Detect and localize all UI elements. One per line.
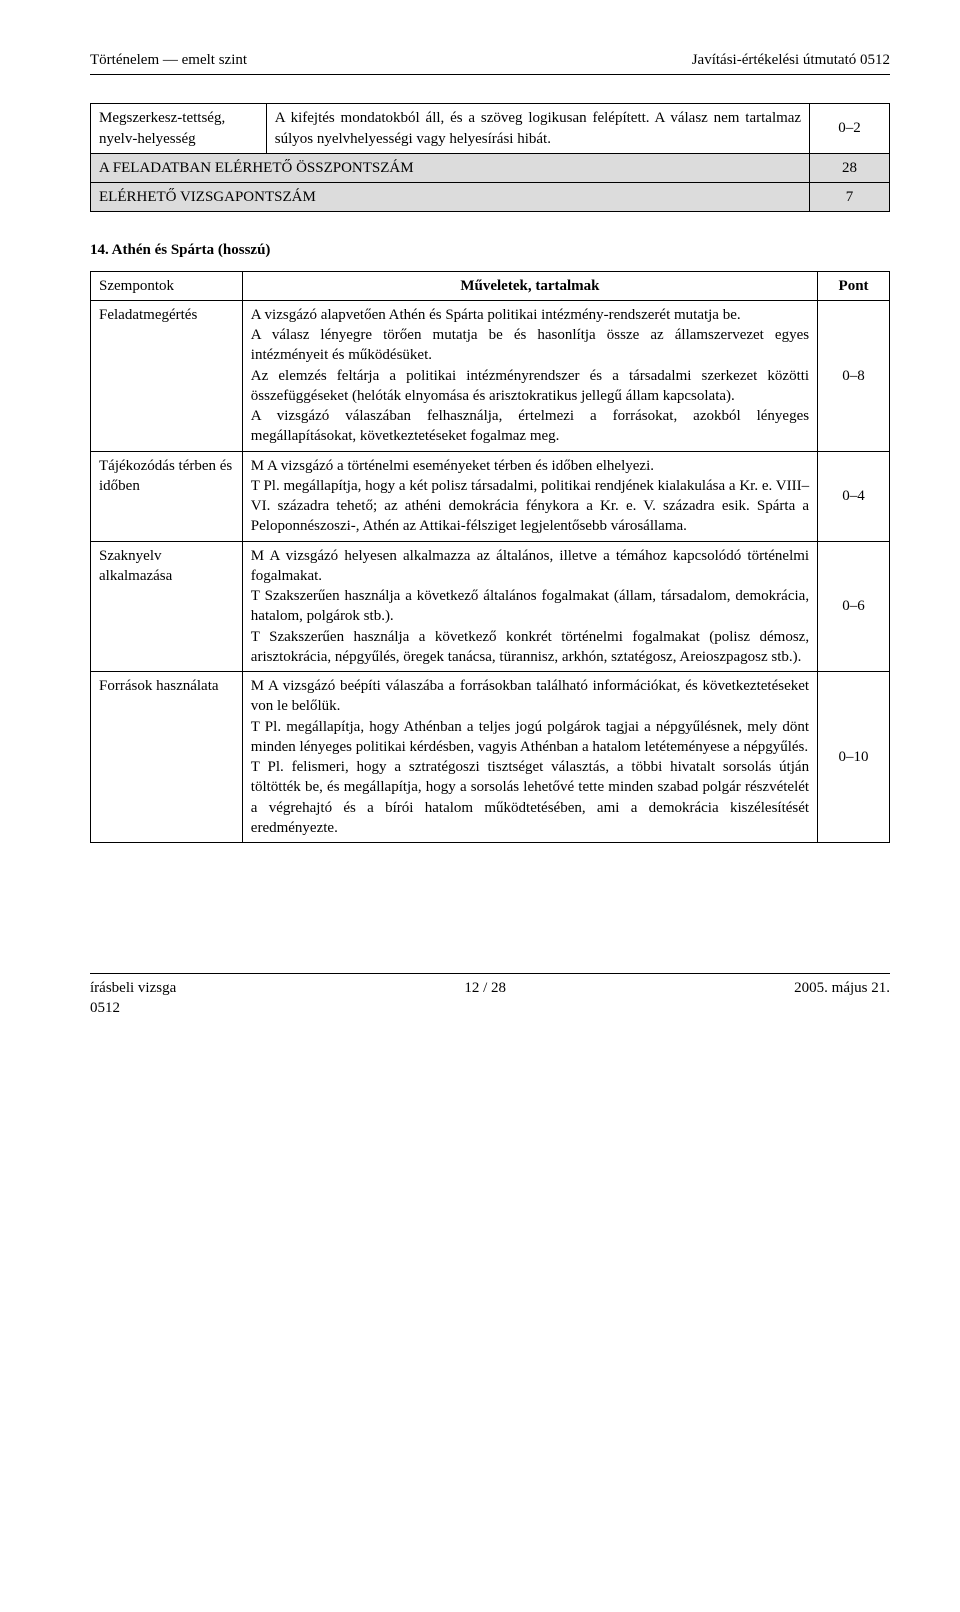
criteria-points: 0–4 — [818, 451, 890, 541]
col-header: Pont — [818, 271, 890, 300]
header-right: Javítási-értékelési útmutató 0512 — [692, 50, 890, 70]
criteria-points: 0–6 — [818, 541, 890, 672]
footer-left-2: 0512 — [90, 998, 176, 1018]
table-row: Szaknyelv alkalmazásaM A vizsgázó helyes… — [91, 541, 890, 672]
criteria-label: Szaknyelv alkalmazása — [91, 541, 243, 672]
header-left: Történelem — emelt szint — [90, 50, 247, 70]
criteria-text: M A vizsgázó a történelmi eseményeket té… — [242, 451, 817, 541]
total-value: 28 — [810, 153, 890, 182]
footer-center: 12 / 28 — [464, 978, 506, 1019]
criteria-points: 0–2 — [810, 104, 890, 154]
table-row: FeladatmegértésA vizsgázó alapvetően Ath… — [91, 300, 890, 451]
criteria-label: Feladatmegértés — [91, 300, 243, 451]
footer-left-1: írásbeli vizsga — [90, 978, 176, 998]
table-header-row: Szempontok Műveletek, tartalmak Pont — [91, 271, 890, 300]
total-label: A FELADATBAN ELÉRHETŐ ÖSSZPONTSZÁM — [91, 153, 810, 182]
criteria-text: M A vizsgázó helyesen alkalmazza az álta… — [242, 541, 817, 672]
criteria-points: 0–8 — [818, 300, 890, 451]
criteria-label: Megszerkesz-tettség, nyelv-helyesség — [91, 104, 267, 154]
page-footer: írásbeli vizsga 0512 12 / 28 2005. május… — [90, 978, 890, 1019]
footer-rule — [90, 973, 890, 974]
section-heading: 14. Athén és Spárta (hosszú) — [90, 240, 890, 260]
rubric-table: Szempontok Műveletek, tartalmak Pont Fel… — [90, 271, 890, 844]
footer-left: írásbeli vizsga 0512 — [90, 978, 176, 1019]
criteria-text: M A vizsgázó beépíti válaszába a forráso… — [242, 672, 817, 843]
table-row: Megszerkesz-tettség, nyelv-helyesség A k… — [91, 104, 890, 154]
exam-label: ELÉRHETŐ VIZSGAPONTSZÁM — [91, 183, 810, 212]
table-row: Tájékozódás térben és időbenM A vizsgázó… — [91, 451, 890, 541]
page-header: Történelem — emelt szint Javítási-értéke… — [90, 50, 890, 70]
criteria-label: Tájékozódás térben és időben — [91, 451, 243, 541]
exam-value: 7 — [810, 183, 890, 212]
summary-table: Megszerkesz-tettség, nyelv-helyesség A k… — [90, 103, 890, 212]
table-row: A FELADATBAN ELÉRHETŐ ÖSSZPONTSZÁM 28 — [91, 153, 890, 182]
criteria-label: Források használata — [91, 672, 243, 843]
criteria-points: 0–10 — [818, 672, 890, 843]
criteria-text: A kifejtés mondatokból áll, és a szöveg … — [266, 104, 809, 154]
footer-right: 2005. május 21. — [794, 978, 890, 1019]
header-rule — [90, 74, 890, 75]
col-header: Műveletek, tartalmak — [242, 271, 817, 300]
criteria-text: A vizsgázó alapvetően Athén és Spárta po… — [242, 300, 817, 451]
table-row: Források használataM A vizsgázó beépíti … — [91, 672, 890, 843]
col-header: Szempontok — [91, 271, 243, 300]
table-row: ELÉRHETŐ VIZSGAPONTSZÁM 7 — [91, 183, 890, 212]
